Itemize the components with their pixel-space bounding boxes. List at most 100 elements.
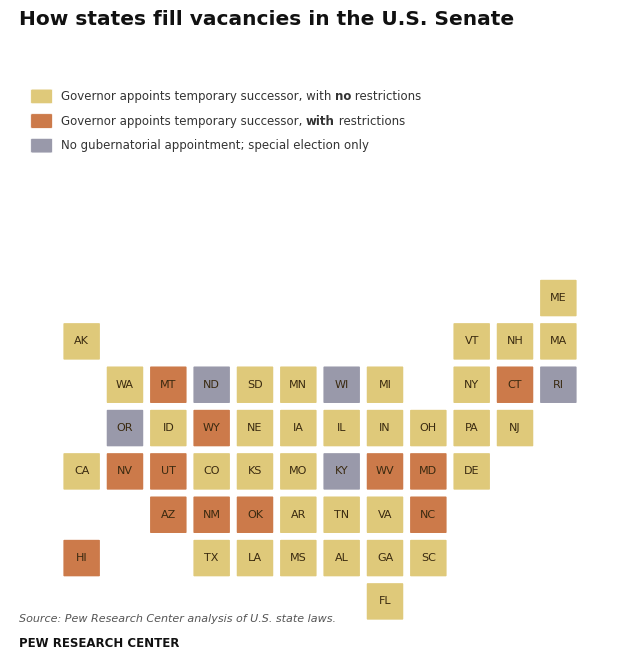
FancyBboxPatch shape (452, 322, 491, 361)
Text: Governor appoints temporary successor, with: Governor appoints temporary successor, w… (61, 90, 335, 103)
Text: OR: OR (116, 423, 133, 433)
FancyBboxPatch shape (236, 365, 275, 404)
Text: AK: AK (74, 336, 89, 346)
Text: VT: VT (465, 336, 479, 346)
FancyBboxPatch shape (236, 495, 275, 534)
Text: ND: ND (204, 380, 220, 390)
FancyBboxPatch shape (365, 365, 404, 404)
Text: IN: IN (379, 423, 391, 433)
Text: TN: TN (334, 510, 349, 520)
FancyBboxPatch shape (62, 452, 101, 491)
Text: Source: Pew Research Center analysis of U.S. state laws.: Source: Pew Research Center analysis of … (19, 614, 336, 624)
FancyBboxPatch shape (365, 539, 404, 578)
FancyBboxPatch shape (322, 408, 361, 448)
FancyBboxPatch shape (192, 365, 231, 404)
Text: VA: VA (378, 510, 392, 520)
Text: WA: WA (116, 380, 134, 390)
Text: FL: FL (379, 597, 391, 606)
Text: restrictions: restrictions (335, 114, 405, 128)
FancyBboxPatch shape (149, 365, 188, 404)
FancyBboxPatch shape (322, 365, 361, 404)
Text: ME: ME (550, 293, 566, 303)
Text: TX: TX (204, 553, 219, 563)
Text: HI: HI (76, 553, 88, 563)
Text: RI: RI (553, 380, 564, 390)
Text: How states fill vacancies in the U.S. Senate: How states fill vacancies in the U.S. Se… (19, 10, 515, 29)
Text: SD: SD (247, 380, 263, 390)
Text: NY: NY (464, 380, 479, 390)
Text: WV: WV (376, 466, 394, 476)
FancyBboxPatch shape (495, 322, 534, 361)
Text: DE: DE (464, 466, 479, 476)
FancyBboxPatch shape (62, 322, 101, 361)
FancyBboxPatch shape (409, 539, 448, 578)
FancyBboxPatch shape (279, 495, 318, 534)
FancyBboxPatch shape (365, 408, 404, 448)
Text: LA: LA (248, 553, 262, 563)
FancyBboxPatch shape (452, 408, 491, 448)
FancyBboxPatch shape (539, 279, 578, 318)
FancyBboxPatch shape (452, 452, 491, 491)
FancyBboxPatch shape (192, 495, 231, 534)
Text: MI: MI (379, 380, 392, 390)
FancyBboxPatch shape (322, 539, 361, 578)
Text: NV: NV (117, 466, 133, 476)
Text: NJ: NJ (509, 423, 521, 433)
Text: AL: AL (335, 553, 349, 563)
Text: PA: PA (465, 423, 479, 433)
Text: AR: AR (291, 510, 306, 520)
Text: with: with (306, 114, 335, 128)
Text: no: no (335, 90, 351, 103)
Text: NM: NM (203, 510, 221, 520)
FancyBboxPatch shape (106, 452, 145, 491)
FancyBboxPatch shape (106, 408, 145, 448)
Text: MA: MA (550, 336, 567, 346)
FancyBboxPatch shape (279, 365, 318, 404)
Text: MO: MO (289, 466, 307, 476)
Text: MS: MS (290, 553, 307, 563)
Text: MT: MT (160, 380, 177, 390)
FancyBboxPatch shape (62, 539, 101, 578)
FancyBboxPatch shape (322, 495, 361, 534)
Text: restrictions: restrictions (351, 90, 422, 103)
Text: WY: WY (203, 423, 221, 433)
FancyBboxPatch shape (365, 495, 404, 534)
FancyBboxPatch shape (365, 582, 404, 621)
Text: UT: UT (161, 466, 176, 476)
FancyBboxPatch shape (495, 365, 534, 404)
Text: AZ: AZ (161, 510, 176, 520)
FancyBboxPatch shape (149, 495, 188, 534)
Text: ID: ID (163, 423, 174, 433)
FancyBboxPatch shape (279, 452, 318, 491)
Text: Governor appoints temporary successor,: Governor appoints temporary successor, (61, 114, 306, 128)
FancyBboxPatch shape (106, 365, 145, 404)
Text: KY: KY (335, 466, 349, 476)
FancyBboxPatch shape (236, 539, 275, 578)
Text: NE: NE (247, 423, 262, 433)
Text: IL: IL (337, 423, 346, 433)
Text: OH: OH (420, 423, 437, 433)
FancyBboxPatch shape (539, 322, 578, 361)
Text: SC: SC (421, 553, 436, 563)
Text: NC: NC (420, 510, 436, 520)
Text: No gubernatorial appointment; special election only: No gubernatorial appointment; special el… (61, 139, 369, 152)
FancyBboxPatch shape (495, 408, 534, 448)
Text: CT: CT (508, 380, 522, 390)
Text: KS: KS (248, 466, 262, 476)
Text: PEW RESEARCH CENTER: PEW RESEARCH CENTER (19, 637, 180, 650)
FancyBboxPatch shape (539, 365, 578, 404)
FancyBboxPatch shape (279, 539, 318, 578)
Text: IA: IA (293, 423, 304, 433)
Text: MD: MD (419, 466, 437, 476)
FancyBboxPatch shape (409, 452, 448, 491)
Text: NH: NH (507, 336, 524, 346)
FancyBboxPatch shape (192, 539, 231, 578)
FancyBboxPatch shape (192, 452, 231, 491)
FancyBboxPatch shape (236, 452, 275, 491)
FancyBboxPatch shape (322, 452, 361, 491)
FancyBboxPatch shape (149, 408, 188, 448)
Text: WI: WI (335, 380, 349, 390)
FancyBboxPatch shape (236, 408, 275, 448)
Text: MN: MN (289, 380, 307, 390)
Text: OK: OK (247, 510, 263, 520)
